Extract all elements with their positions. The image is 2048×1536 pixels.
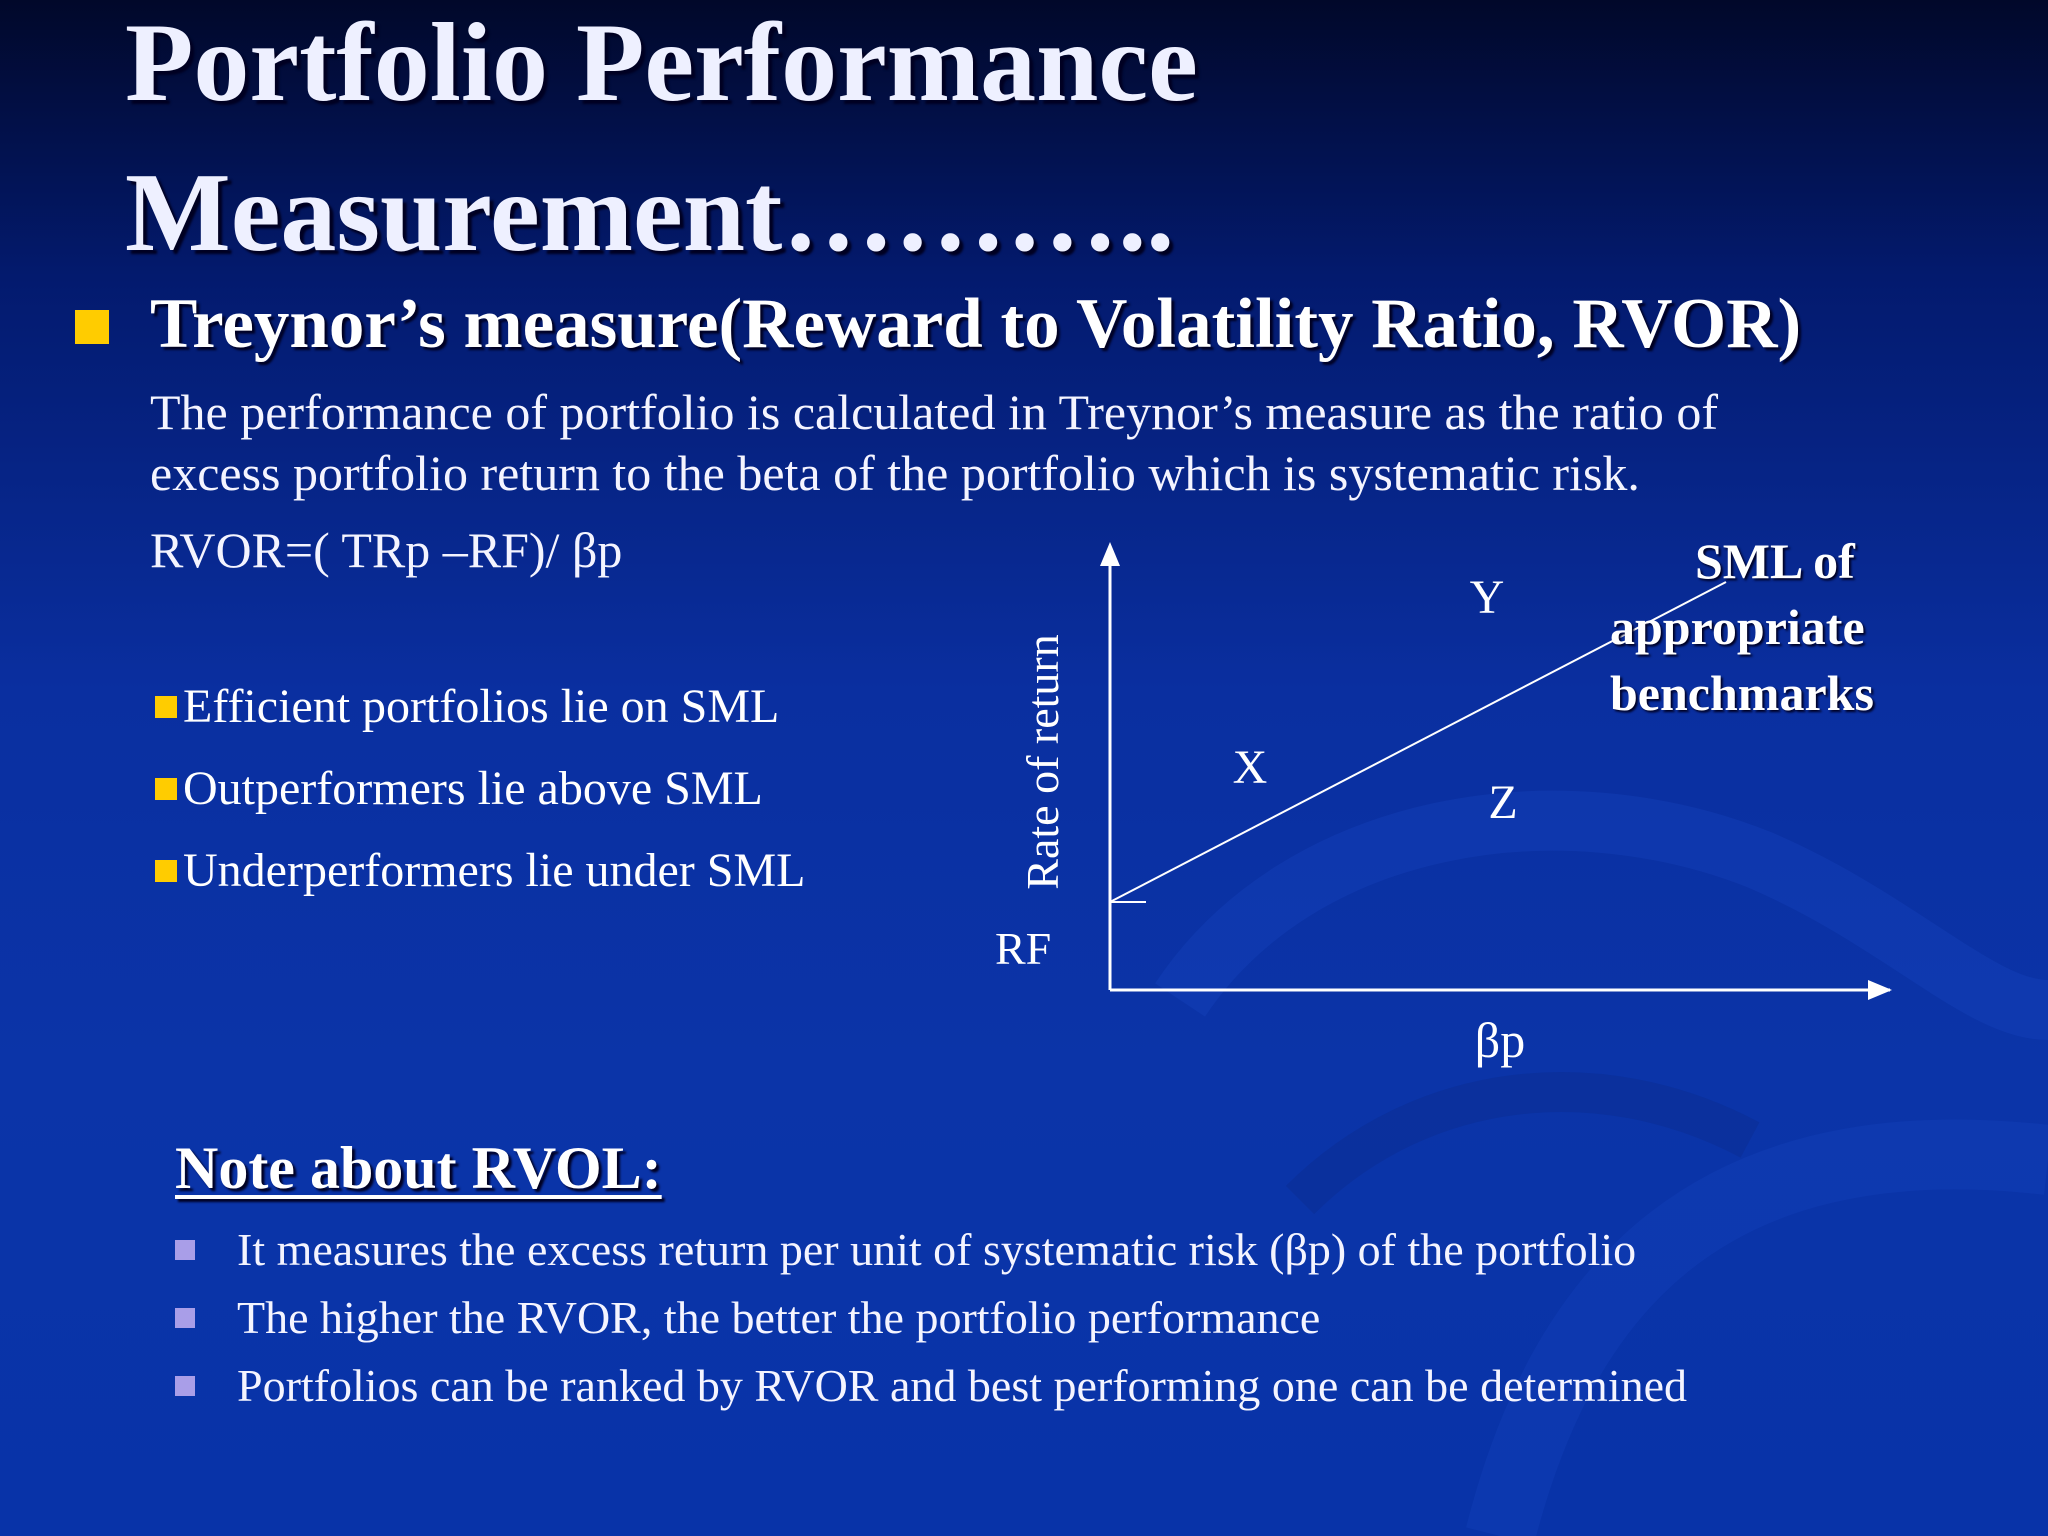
slide-title: Portfolio Performance Measurement……….. — [125, 0, 1725, 288]
sml-label-line-1: SML of — [1695, 533, 1855, 589]
description-line-1: The performance of portfolio is calculat… — [150, 384, 1719, 440]
bullet-square-icon — [155, 860, 177, 882]
bullet-square-icon — [175, 1240, 195, 1260]
point-text: Underperformers lie under SML — [183, 844, 806, 897]
sml-diagram: Rate of return RF βp X Y Z — [995, 542, 1892, 1068]
subheading: Treynor’s measure(Reward to Volatility R… — [150, 285, 1802, 363]
x-axis-arrow-icon — [1868, 980, 1892, 1000]
description-line-2: excess portfolio return to the beta of t… — [150, 445, 1640, 501]
sml-line — [1109, 581, 1727, 903]
subheading-bullet — [75, 310, 109, 344]
note-text: It measures the excess return per unit o… — [237, 1224, 1637, 1275]
note-heading: Note about RVOL: — [175, 1135, 662, 1201]
rf-label: RF — [995, 923, 1051, 974]
y-axis-arrow-icon — [1100, 542, 1120, 566]
key-points-list: Efficient portfolios lie on SML Outperfo… — [155, 666, 955, 912]
y-axis-label: Rate of return — [1017, 634, 1068, 889]
list-item: It measures the excess return per unit o… — [175, 1216, 2035, 1284]
list-item: The higher the RVOR, the better the port… — [175, 1284, 2035, 1352]
note-text: Portfolios can be ranked by RVOR and bes… — [237, 1360, 1688, 1411]
formula: RVOR=( TRp –RF)/ βp — [150, 522, 623, 578]
point-z-label: Z — [1488, 776, 1517, 829]
sml-label-line-2: appropriate — [1610, 599, 1865, 655]
point-text: Efficient portfolios lie on SML — [183, 680, 780, 733]
sml-label: SML of appropriate benchmarks — [1610, 528, 2030, 726]
bullet-square-icon — [175, 1308, 195, 1328]
note-text: The higher the RVOR, the better the port… — [237, 1292, 1321, 1343]
bullet-square-icon — [155, 778, 177, 800]
description: The performance of portfolio is calculat… — [150, 382, 1950, 504]
point-x-label: X — [1233, 741, 1268, 794]
bullet-square-icon — [155, 696, 177, 718]
x-axis-label: βp — [1475, 1012, 1525, 1068]
title-line-1: Portfolio Performance — [125, 1, 1198, 125]
point-y-label: Y — [1470, 571, 1505, 624]
list-item: Portfolios can be ranked by RVOR and bes… — [175, 1352, 2035, 1420]
list-item: Underperformers lie under SML — [155, 830, 955, 912]
list-item: Efficient portfolios lie on SML — [155, 666, 955, 748]
list-item: Outperformers lie above SML — [155, 748, 955, 830]
bullet-square-icon — [175, 1376, 195, 1396]
point-text: Outperformers lie above SML — [183, 762, 763, 815]
title-line-2: Measurement……….. — [125, 151, 1175, 275]
sml-label-line-3: benchmarks — [1610, 665, 1874, 721]
notes-list: It measures the excess return per unit o… — [175, 1216, 2035, 1420]
